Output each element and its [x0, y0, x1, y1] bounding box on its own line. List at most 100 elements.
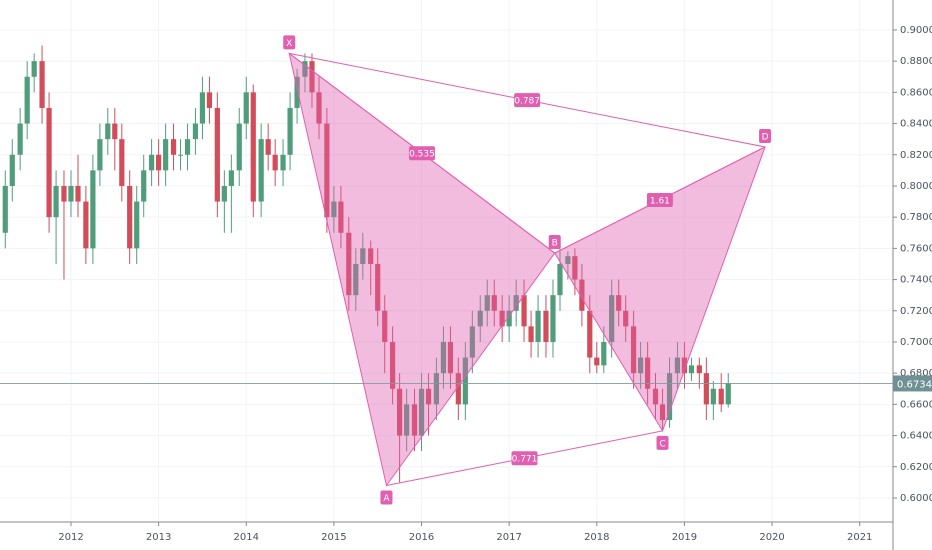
- point-label: B: [552, 239, 558, 249]
- ratio-box: [514, 93, 541, 108]
- candle-body: [75, 185, 81, 202]
- candle-body: [236, 123, 242, 171]
- candle-body: [360, 248, 366, 264]
- candle-body: [324, 123, 330, 218]
- candle-body: [346, 232, 352, 296]
- candle-body: [681, 357, 688, 374]
- candle-body: [528, 326, 534, 342]
- candle-body: [557, 263, 563, 296]
- x-tick-label: 2015: [321, 532, 346, 543]
- point-label: C: [659, 439, 665, 449]
- candle-body: [243, 92, 249, 124]
- candle-body: [587, 310, 593, 358]
- candle-body: [565, 256, 571, 264]
- candle-body: [316, 92, 322, 124]
- candle-body: [119, 139, 125, 186]
- candle-body: [258, 139, 264, 202]
- candle-body: [97, 139, 103, 171]
- candle-body: [601, 341, 607, 366]
- candle-body: [521, 295, 527, 327]
- point-box: [548, 235, 561, 250]
- candle-body: [491, 295, 497, 311]
- candle-body: [550, 295, 556, 342]
- ratio-box: [408, 146, 435, 161]
- candle-body: [250, 92, 256, 202]
- candle-body: [631, 326, 637, 374]
- last-price-box: [893, 375, 932, 392]
- x-tick-label: 2017: [496, 532, 521, 543]
- candle-body: [105, 123, 111, 140]
- candle-body: [24, 76, 30, 124]
- candle-body: [382, 310, 388, 342]
- y-tick-label: 0.90000: [900, 25, 932, 36]
- candle-body: [221, 185, 227, 202]
- candle-body: [623, 310, 629, 327]
- candle-body: [156, 154, 162, 171]
- candle-body: [718, 388, 724, 405]
- candle-body: [2, 185, 8, 233]
- candle-body: [390, 341, 396, 389]
- ratio-label: 0.771: [512, 455, 538, 465]
- candle-body: [368, 248, 374, 264]
- candle-body: [280, 154, 286, 171]
- candle-body: [397, 388, 403, 436]
- candle-body: [53, 185, 59, 218]
- candle-body: [302, 61, 308, 77]
- candle-body: [469, 326, 475, 358]
- candle-body: [513, 295, 519, 311]
- candle-body: [184, 139, 191, 155]
- candle-body: [499, 310, 505, 327]
- candle-body: [506, 310, 512, 327]
- x-tick-label: 2012: [58, 532, 83, 543]
- candle-body: [710, 388, 716, 405]
- candle-body: [9, 154, 15, 186]
- candle-body: [177, 154, 184, 156]
- candle-body: [265, 139, 271, 155]
- ratio-box: [646, 193, 673, 208]
- ratio-label: 0.535: [409, 150, 435, 160]
- candle-body: [163, 139, 169, 171]
- x-tick-label: 2018: [584, 532, 609, 543]
- candle-body: [666, 373, 673, 420]
- candle-body: [46, 107, 52, 218]
- ratio-label: 1.61: [650, 197, 670, 207]
- candle-body: [696, 365, 702, 374]
- point-box: [283, 35, 296, 50]
- pattern-area: [554, 145, 766, 433]
- candle-body: [447, 341, 454, 374]
- candle-body: [134, 201, 140, 249]
- candle-body: [543, 310, 549, 342]
- candle-body: [272, 154, 278, 171]
- candle-body: [17, 123, 23, 155]
- candle-body: [440, 341, 447, 374]
- candle-body: [294, 76, 300, 108]
- candle-body: [535, 310, 541, 342]
- x-tick-label: 2016: [409, 532, 434, 543]
- candle-body: [659, 404, 666, 420]
- candle-body: [477, 310, 483, 327]
- candle-body: [609, 295, 615, 342]
- candle-body: [418, 388, 425, 436]
- candle-body: [206, 92, 213, 108]
- candle-body: [484, 295, 490, 311]
- candle-body: [455, 373, 461, 405]
- candle-body: [309, 61, 315, 93]
- candle-body: [703, 373, 709, 405]
- candle-body: [572, 256, 578, 280]
- candle-body: [411, 404, 418, 436]
- candle-body: [228, 170, 234, 186]
- x-tick-label: 2020: [759, 532, 784, 543]
- candle-body: [83, 201, 89, 249]
